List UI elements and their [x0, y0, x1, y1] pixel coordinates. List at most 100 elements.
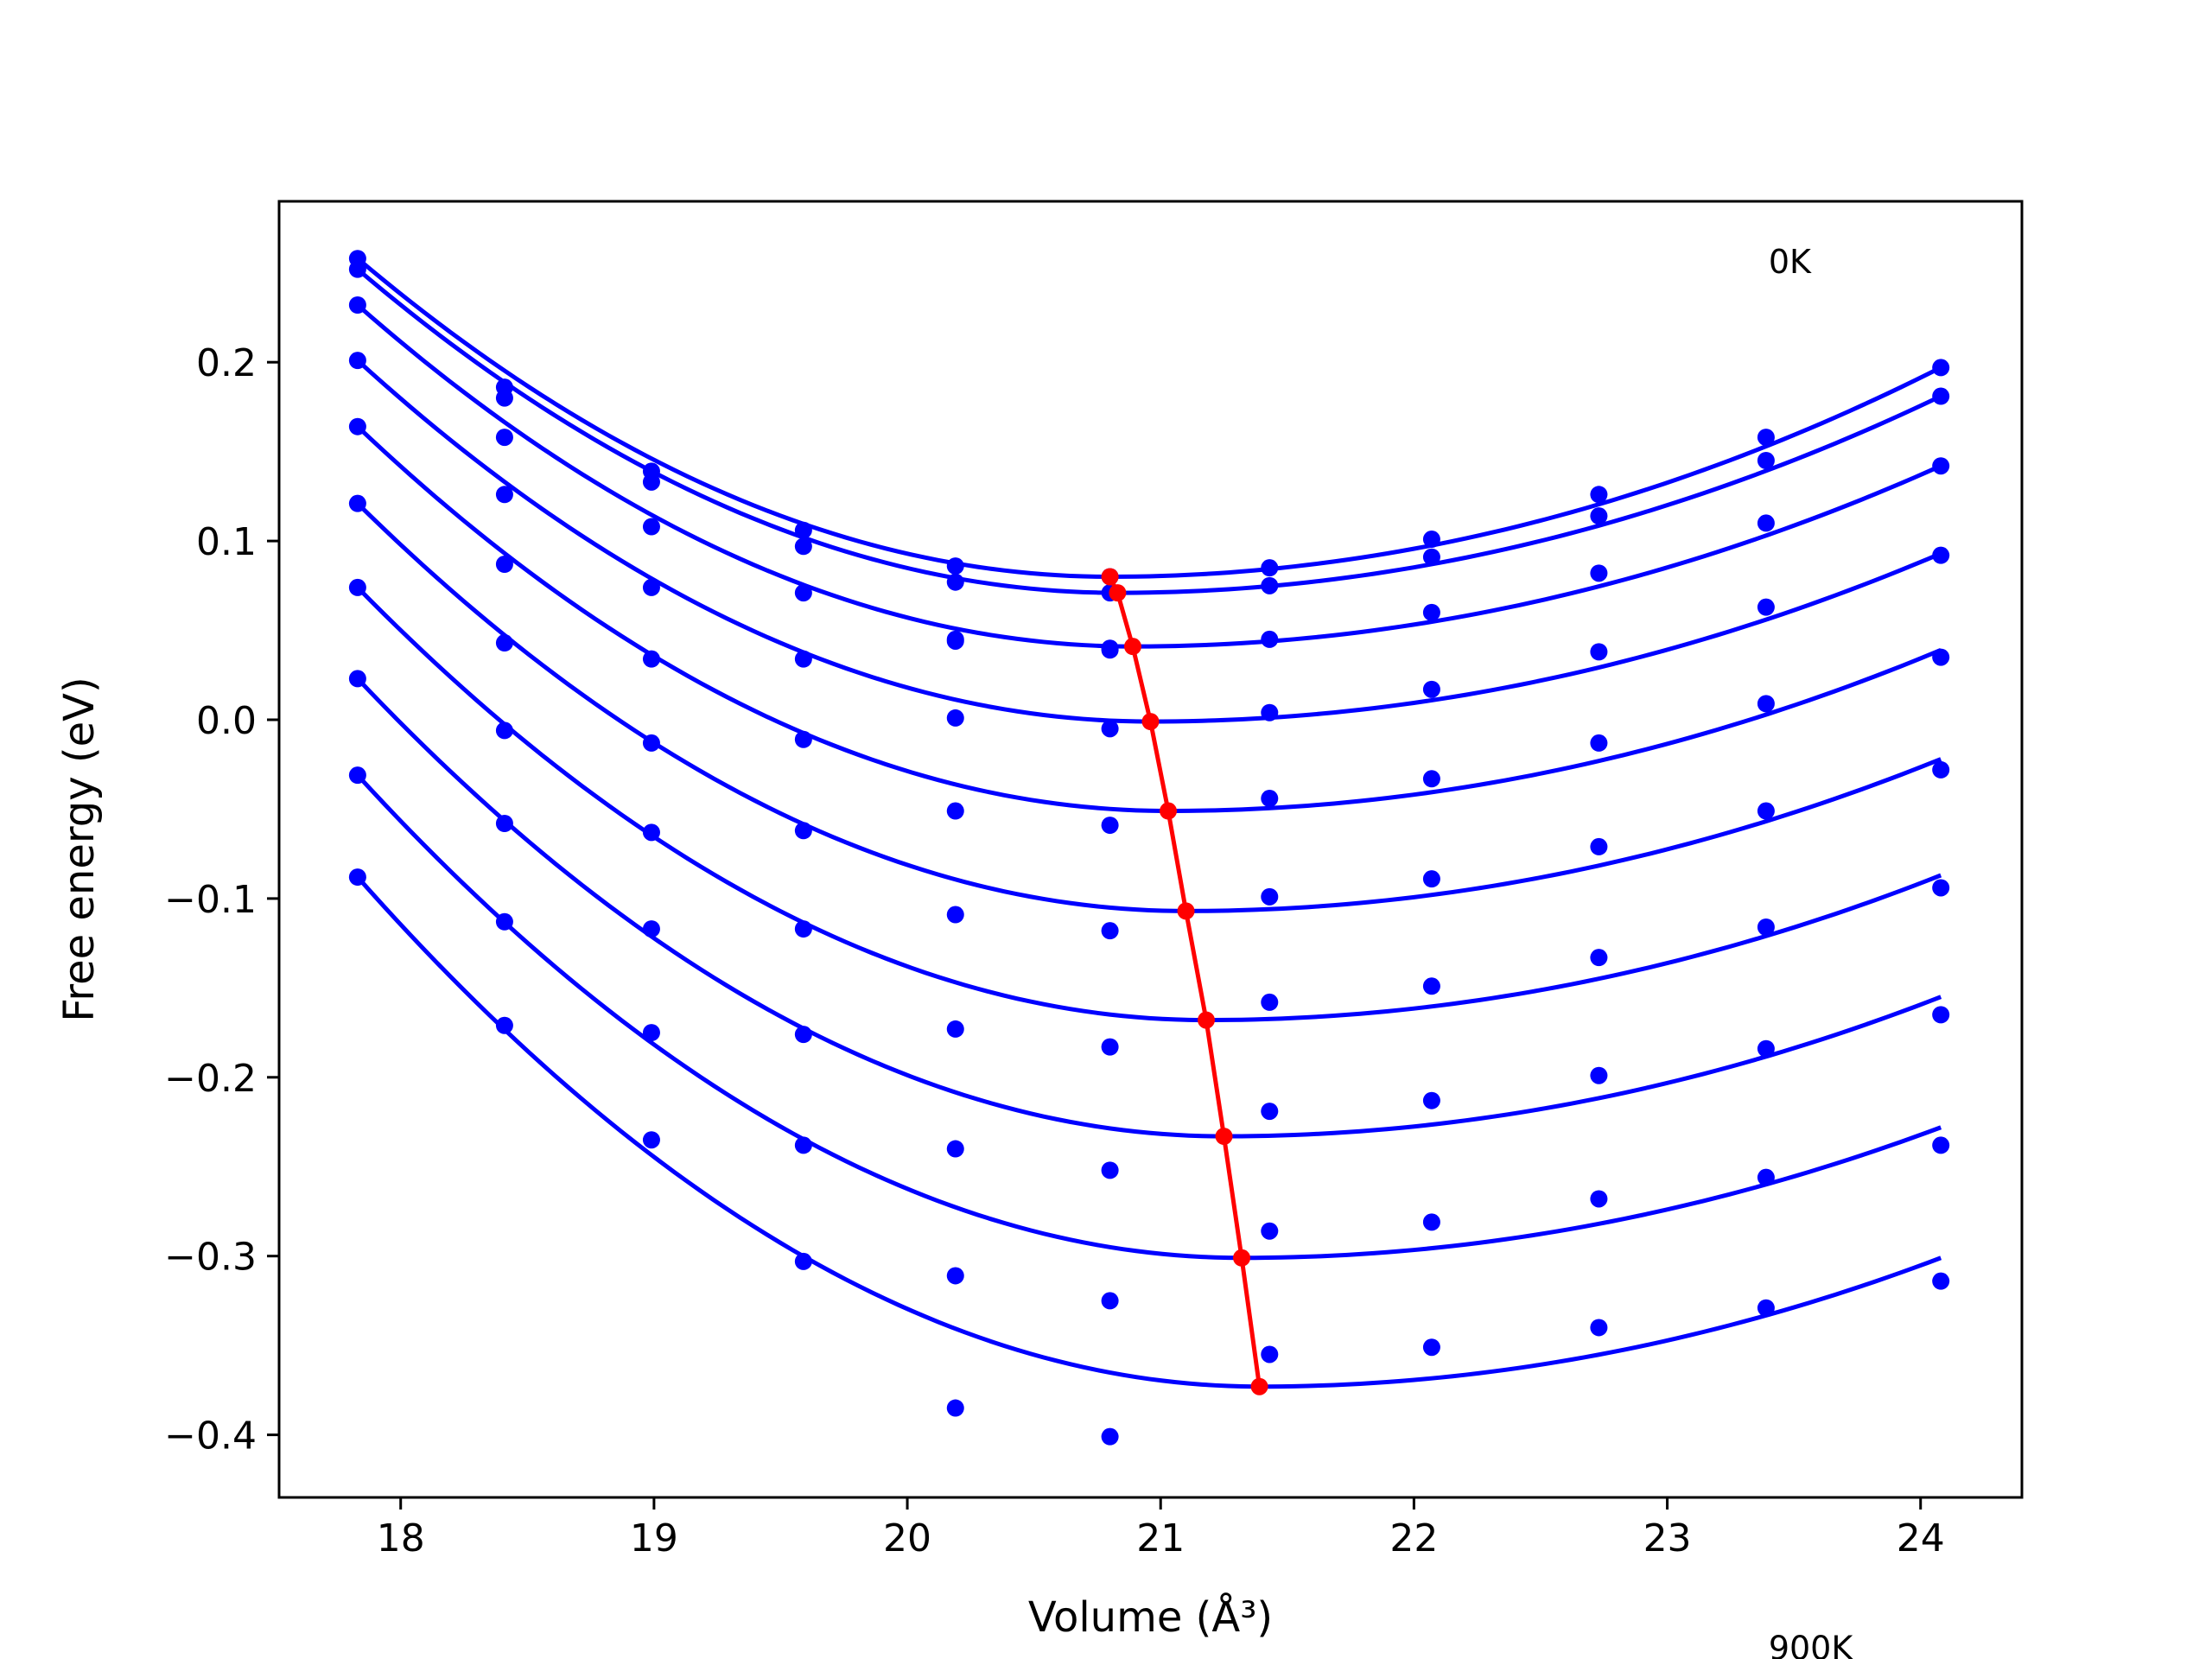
data-point [348, 494, 366, 512]
data-point [1261, 790, 1279, 808]
data-point [642, 1024, 660, 1042]
data-point [1422, 548, 1440, 566]
minimum-point [1250, 1377, 1268, 1395]
data-point [1757, 1168, 1775, 1186]
data-point [1101, 641, 1119, 659]
minimum-point [1233, 1249, 1251, 1267]
data-point [794, 537, 812, 556]
data-point [495, 815, 513, 832]
data-point [1590, 949, 1608, 967]
fit-curve [356, 501, 1942, 913]
minimum-point [1101, 568, 1119, 586]
minimum-point [1197, 1011, 1215, 1029]
data-point [1757, 452, 1775, 469]
data-point [1757, 598, 1775, 616]
data-point [348, 868, 366, 887]
data-point [495, 912, 513, 931]
data-point [1261, 630, 1279, 648]
data-point [1101, 1427, 1119, 1446]
fit-curve [356, 773, 1942, 1261]
data-point [1932, 359, 1950, 377]
annotation-0k: 0K [1769, 243, 1812, 281]
data-point [1590, 734, 1608, 752]
data-point [1590, 564, 1608, 582]
y-axis: 0.2 0.1 0.0 −0.1 −0.2 −0.3 −0.4 [164, 341, 279, 1459]
x-tick-label: 23 [1643, 1516, 1692, 1560]
y-tick-label: 0.1 [196, 520, 257, 564]
data-point [794, 920, 812, 938]
data-point [1101, 922, 1119, 940]
y-tick-label: −0.2 [164, 1057, 257, 1101]
data-point [946, 709, 964, 727]
minimum-point [1109, 584, 1127, 602]
data-point [642, 1131, 660, 1149]
y-tick-label: 0.0 [196, 699, 257, 743]
data-point [348, 417, 366, 435]
minimum-point [1177, 902, 1195, 920]
data-point [1261, 559, 1279, 577]
data-point [794, 584, 812, 602]
x-tick-label: 21 [1136, 1516, 1185, 1560]
data-point [642, 578, 660, 596]
minimum-point [1141, 713, 1160, 731]
data-point [1590, 507, 1608, 525]
data-point [946, 557, 964, 575]
y-axis-label: Free energy (eV) [55, 677, 104, 1021]
data-point [1261, 887, 1279, 906]
data-points [348, 250, 1950, 1446]
data-point [1590, 486, 1608, 504]
data-point [1101, 1161, 1119, 1179]
data-point [495, 1016, 513, 1034]
fit-curve [356, 267, 1942, 595]
data-point [1422, 1338, 1440, 1357]
data-point [642, 920, 660, 938]
minimum-point [1215, 1128, 1233, 1146]
data-point [1422, 603, 1440, 621]
data-point [794, 1026, 812, 1044]
data-point [1422, 1091, 1440, 1109]
data-point [794, 822, 812, 840]
data-point [1422, 680, 1440, 698]
minimum-point [1123, 638, 1141, 656]
data-point [348, 260, 366, 278]
data-point [1422, 531, 1440, 549]
x-tick-label: 20 [883, 1516, 931, 1560]
data-point [495, 556, 513, 573]
data-point [1932, 648, 1950, 666]
data-point [1422, 870, 1440, 888]
data-point [1261, 1103, 1279, 1121]
data-point [1932, 879, 1950, 897]
y-tick-label: 0.2 [196, 341, 257, 385]
x-axis: 18 19 20 21 22 23 24 [377, 1497, 1945, 1560]
data-point [1757, 695, 1775, 713]
data-point [348, 352, 366, 370]
minimum-point [1160, 802, 1178, 820]
data-point [794, 521, 812, 539]
data-point [946, 1267, 964, 1285]
fit-curve [356, 257, 1942, 579]
data-point [495, 721, 513, 740]
data-point [642, 518, 660, 536]
data-point [1261, 1222, 1279, 1240]
data-point [1101, 1292, 1119, 1310]
x-tick-label: 22 [1389, 1516, 1438, 1560]
data-point [1101, 1038, 1119, 1056]
fitted-curves [356, 257, 1942, 1389]
data-point [1757, 1039, 1775, 1058]
data-point [946, 906, 964, 924]
minima-path [1108, 575, 1262, 1388]
data-point [1932, 1006, 1950, 1024]
data-point [1932, 760, 1950, 779]
data-point [1932, 1136, 1950, 1154]
data-point [495, 634, 513, 652]
fit-curve [356, 424, 1942, 814]
x-tick-label: 18 [377, 1516, 425, 1560]
data-point [1590, 1319, 1608, 1337]
data-point [642, 650, 660, 668]
annotation-900k: 900K [1769, 1630, 1854, 1659]
data-point [1261, 1345, 1279, 1363]
x-tick-label: 19 [630, 1516, 678, 1560]
fit-curve [356, 359, 1942, 724]
data-point [794, 1136, 812, 1154]
